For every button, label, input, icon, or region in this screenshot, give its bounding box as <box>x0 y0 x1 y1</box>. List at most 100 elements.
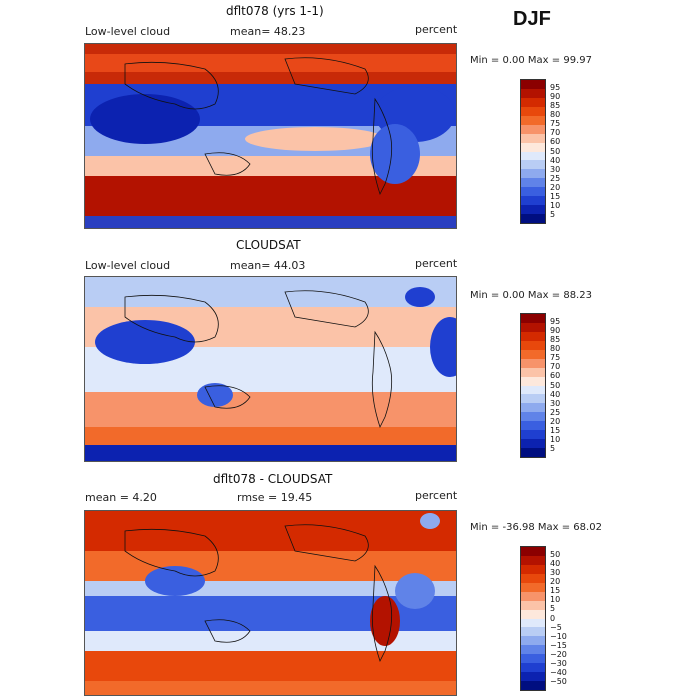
panel3-colorbar-labels: 50 40 30 20 15 10 5 0 −5 −10 −15 −20 −30 −40 −50 <box>550 546 580 691</box>
colorbar-tick-label: 90 <box>550 326 561 336</box>
colorbar-swatch <box>521 376 545 386</box>
panel2-units-label: percent <box>415 257 458 270</box>
panel3-rmse-label: rmse = 19.45 <box>237 491 313 504</box>
panel2-colorbar <box>520 313 546 458</box>
colorbar-tick-label: 70 <box>550 362 561 372</box>
panel2-mean-label: mean= 44.03 <box>230 259 306 272</box>
colorbar-tick-label: 25 <box>550 173 561 183</box>
colorbar-swatch <box>521 88 545 98</box>
colorbar-swatch <box>521 196 545 206</box>
colorbar-swatch <box>521 358 545 368</box>
colorbar-tick-label: 85 <box>550 101 561 111</box>
colorbar-swatch <box>521 331 545 341</box>
panel3-units-label: percent <box>415 489 458 502</box>
colorbar-swatch <box>521 97 545 107</box>
colorbar-swatch <box>521 106 545 116</box>
colorbar-tick-label: 95 <box>550 83 561 93</box>
panel3-map-field <box>85 511 456 695</box>
colorbar-tick-label: 75 <box>550 119 561 129</box>
colorbar-tick-label: −30 <box>550 658 567 668</box>
colorbar-swatch <box>521 385 545 395</box>
colorbar-tick-label: −50 <box>550 676 567 686</box>
colorbar-swatch <box>521 591 545 601</box>
colorbar-swatch <box>521 654 545 664</box>
colorbar-tick-label: 5 <box>550 604 556 614</box>
panel1-title: dflt078 (yrs 1-1) <box>226 4 324 18</box>
colorbar-tick-label: 70 <box>550 128 561 138</box>
panel1-colorbar-labels: 95 90 85 80 75 70 60 50 40 30 25 20 15 10 5 <box>550 79 580 224</box>
panel1-units-label: percent <box>415 23 458 36</box>
colorbar-swatch <box>521 547 545 556</box>
colorbar-swatch <box>521 349 545 359</box>
colorbar-tick-label: 80 <box>550 110 561 120</box>
colorbar-swatch <box>521 367 545 377</box>
colorbar-swatch <box>521 151 545 161</box>
colorbar-swatch <box>521 178 545 188</box>
colorbar-tick-label: 85 <box>550 335 561 345</box>
colorbar-swatch <box>521 672 545 682</box>
colorbar-swatch <box>521 142 545 152</box>
colorbar-swatch <box>521 645 545 655</box>
colorbar-swatch <box>521 627 545 637</box>
colorbar-swatch <box>521 322 545 332</box>
colorbar-swatch <box>521 314 545 323</box>
colorbar-swatch <box>521 618 545 628</box>
colorbar-tick-label: 50 <box>550 146 561 156</box>
panel1-colorbar <box>520 79 546 224</box>
panel1-minmax: Min = 0.00 Max = 99.97 <box>470 55 592 66</box>
colorbar-tick-label: 10 <box>550 434 561 444</box>
panel3-title: dflt078 - CLOUDSAT <box>213 472 333 486</box>
panel3-map <box>84 510 457 696</box>
colorbar-tick-label: 30 <box>550 164 561 174</box>
colorbar-swatch <box>521 663 545 673</box>
season-label: DJF <box>513 8 551 30</box>
panel1-mean-label: mean= 48.23 <box>230 25 306 38</box>
colorbar-tick-label: 50 <box>550 380 561 390</box>
colorbar-tick-label: 0 <box>550 613 556 623</box>
colorbar-tick-label: 60 <box>550 371 561 381</box>
panel2-variable-label: Low-level cloud <box>85 259 171 272</box>
colorbar-swatch <box>521 573 545 583</box>
colorbar-tick-label: 75 <box>550 353 561 363</box>
colorbar-swatch <box>521 430 545 440</box>
colorbar-swatch <box>521 214 545 223</box>
colorbar-swatch <box>521 133 545 143</box>
colorbar-swatch <box>521 421 545 431</box>
colorbar-swatch <box>521 439 545 449</box>
panel1-variable-label: Low-level cloud <box>85 25 171 38</box>
colorbar-swatch <box>521 681 545 690</box>
colorbar-tick-label: 20 <box>550 182 561 192</box>
panel1-map-field <box>85 44 456 228</box>
colorbar-tick-label: 15 <box>550 191 561 201</box>
colorbar-swatch <box>521 582 545 592</box>
colorbar-tick-label: 20 <box>550 577 561 587</box>
colorbar-tick-label: 20 <box>550 416 561 426</box>
colorbar-swatch <box>521 403 545 413</box>
colorbar-tick-label: 60 <box>550 137 561 147</box>
colorbar-tick-label: −40 <box>550 667 567 677</box>
colorbar-swatch <box>521 564 545 574</box>
colorbar-swatch <box>521 636 545 646</box>
colorbar-swatch <box>521 609 545 619</box>
colorbar-tick-label: −5 <box>550 622 562 632</box>
colorbar-swatch <box>521 124 545 134</box>
panel2-minmax: Min = 0.00 Max = 88.23 <box>470 290 592 301</box>
colorbar-swatch <box>521 600 545 610</box>
colorbar-tick-label: 15 <box>550 425 561 435</box>
colorbar-swatch <box>521 169 545 179</box>
colorbar-swatch <box>521 205 545 215</box>
panel2-colorbar-labels: 95 90 85 80 75 70 60 50 40 30 25 20 15 10 5 <box>550 313 580 458</box>
panel2-map <box>84 276 457 462</box>
colorbar-swatch <box>521 115 545 125</box>
panel3-minmax: Min = -36.98 Max = 68.02 <box>470 522 602 533</box>
colorbar-swatch <box>521 555 545 565</box>
panel2-title: CLOUDSAT <box>236 238 301 252</box>
colorbar-tick-label: 80 <box>550 344 561 354</box>
colorbar-tick-label: 10 <box>550 200 561 210</box>
colorbar-tick-label: 40 <box>550 155 561 165</box>
colorbar-tick-label: 10 <box>550 595 561 605</box>
colorbar-swatch <box>521 340 545 350</box>
colorbar-tick-label: 95 <box>550 317 561 327</box>
colorbar-tick-label: 40 <box>550 559 561 569</box>
colorbar-swatch <box>521 394 545 404</box>
